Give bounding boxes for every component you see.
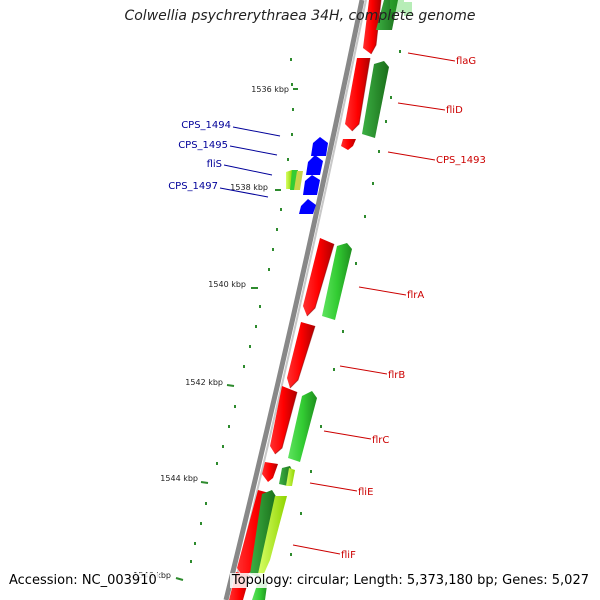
gene-label-cps-1494: CPS_1494 xyxy=(181,120,231,131)
accession-text: Accession: NC_003910 xyxy=(7,573,159,588)
gene-label-cps-1497: CPS_1497 xyxy=(168,181,218,192)
blue-feature-cps-1494 xyxy=(311,137,328,156)
blue-feature-cps-1497 xyxy=(299,199,316,214)
tick-label-1538: 1538 kbp xyxy=(230,183,268,192)
gene-label-flag: flaG xyxy=(456,56,476,67)
gene-label-flis: fliS xyxy=(207,159,222,170)
blue-features xyxy=(299,137,328,214)
gene-flid xyxy=(345,58,370,131)
tick-dots-outer xyxy=(290,50,401,556)
gene-green-top xyxy=(376,0,398,30)
gene-cps-1493 xyxy=(341,139,356,150)
tick-label-1544: 1544 kbp xyxy=(160,474,198,483)
tick-label-1542: 1542 kbp xyxy=(185,378,223,387)
reverse-genes xyxy=(250,0,398,600)
tick-label-1536: 1536 kbp xyxy=(251,85,289,94)
gene-label-cps-1495: CPS_1495 xyxy=(178,140,228,151)
gene-label-flid: fliD xyxy=(446,105,463,116)
flis-genes xyxy=(286,170,303,190)
left-leaders xyxy=(219,126,281,198)
gene-dark-flif xyxy=(250,490,277,578)
right-leaders xyxy=(292,52,456,555)
gene-flrc xyxy=(270,386,297,454)
blue-feature-flis xyxy=(303,175,320,195)
topology-text: Topology: circular; Length: 5,373,180 bp… xyxy=(229,573,591,588)
gene-flie xyxy=(262,462,278,482)
gene-green-flra xyxy=(322,243,352,320)
right-labels: flaG fliD CPS_1493 flrA flrB flrC fliE f… xyxy=(341,56,486,561)
gene-dark-flid xyxy=(362,61,389,138)
gene-flra xyxy=(303,238,334,316)
blue-feature-cps-1495 xyxy=(306,155,323,175)
gene-label-flif: fliF xyxy=(341,550,356,561)
gene-label-cps-1493: CPS_1493 xyxy=(436,155,486,166)
tick-label-1540: 1540 kbp xyxy=(208,280,246,289)
gene-label-flie: fliE xyxy=(358,487,373,498)
faded-top xyxy=(390,0,412,16)
tick-marks xyxy=(175,88,298,581)
map-title: Colwellia psychrerythraea 34H, complete … xyxy=(124,8,476,24)
left-labels: CPS_1494 CPS_1495 fliS CPS_1497 xyxy=(168,120,231,192)
gene-yel-flie xyxy=(286,468,295,486)
gene-flrb xyxy=(287,322,315,388)
gene-green-flrc xyxy=(288,391,317,462)
tick-dots xyxy=(190,58,294,563)
gene-yel-flif xyxy=(258,496,287,578)
gene-label-flrb: flrB xyxy=(388,370,405,381)
gene-label-flra: flrA xyxy=(407,290,424,301)
gene-label-flrc: flrC xyxy=(372,435,389,446)
